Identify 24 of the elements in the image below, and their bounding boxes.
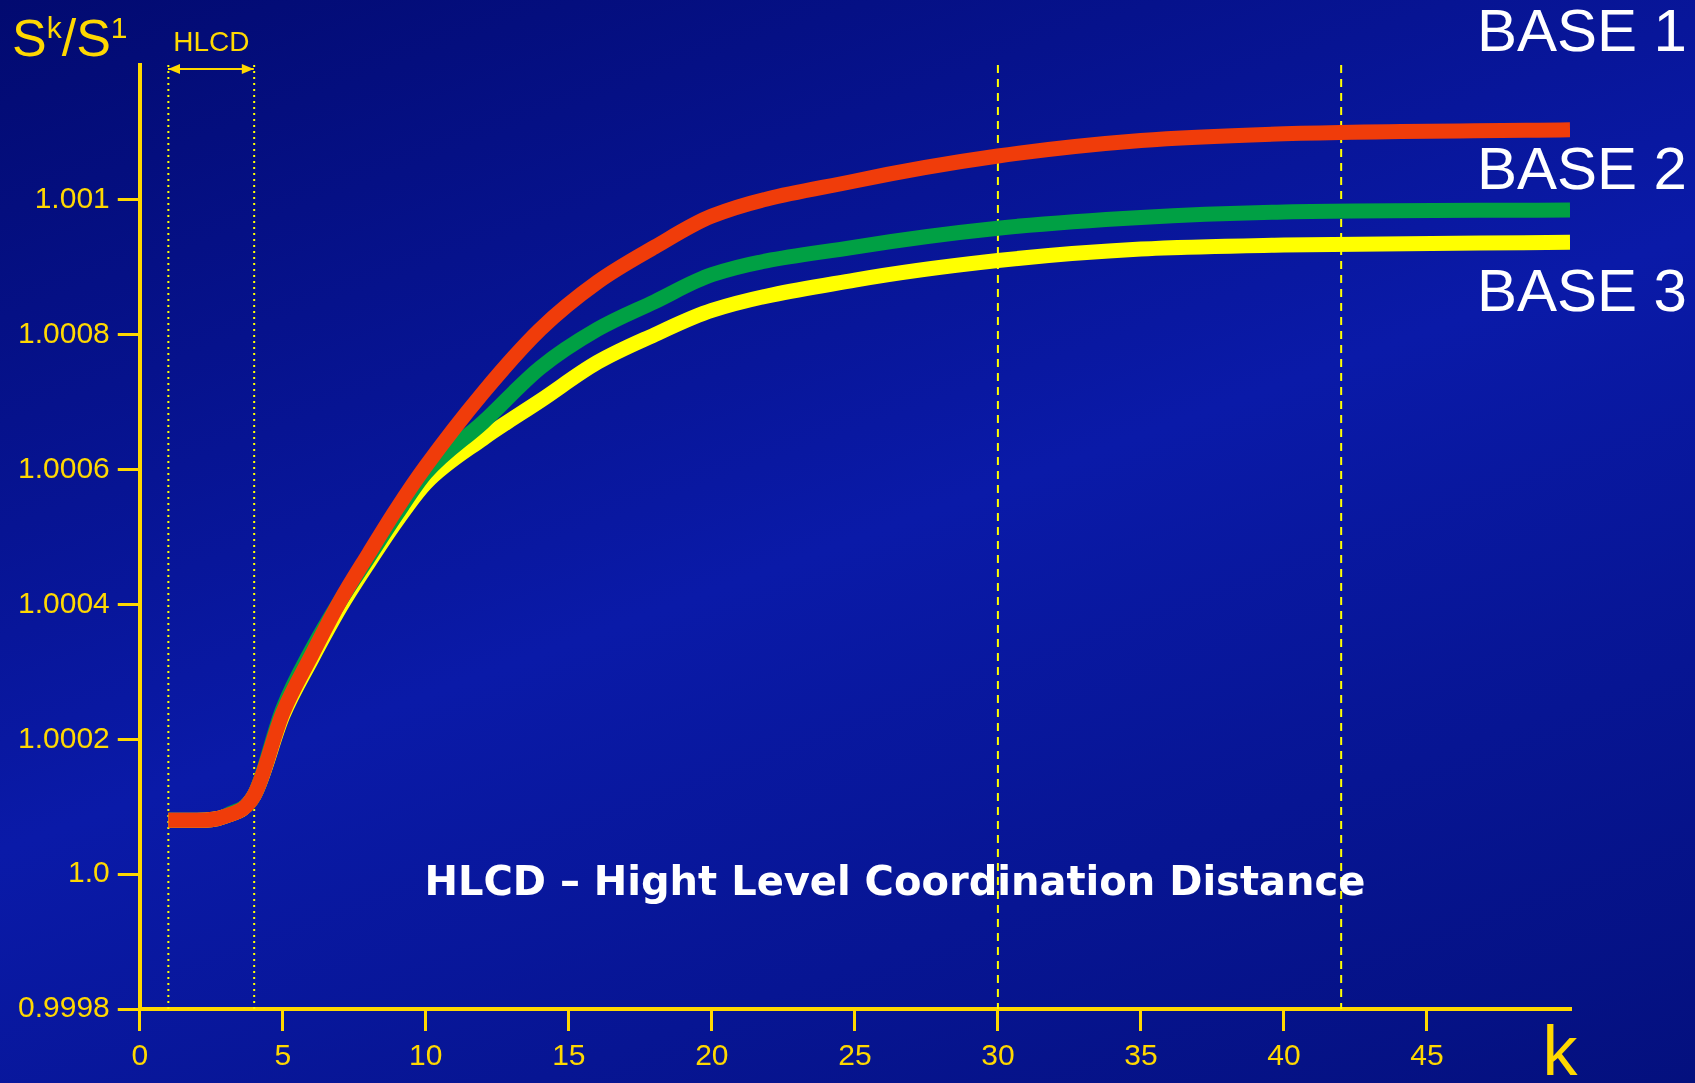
x-tick-label: 15 bbox=[552, 1038, 586, 1072]
series-label: BASE 3 bbox=[1476, 256, 1687, 324]
annotation: HLCD – Hight Level Coordination Distance bbox=[424, 857, 1366, 904]
y-tick-label: 1.0006 bbox=[17, 450, 110, 484]
x-tick-label: 5 bbox=[274, 1038, 292, 1072]
series-label: BASE 1 bbox=[1476, 0, 1687, 65]
x-tick-label: 0 bbox=[131, 1038, 149, 1072]
x-axis-title: k bbox=[1542, 1012, 1579, 1083]
y-tick-label: 1.0002 bbox=[17, 720, 110, 754]
y-axis-title: S$^{k}$/S$^{1}$ bbox=[12, 8, 128, 68]
x-tick-label: 10 bbox=[409, 1038, 443, 1072]
y-tick-label: 1.0 bbox=[68, 855, 110, 889]
x-tick-label: 25 bbox=[838, 1038, 872, 1072]
y-tick-label: 1.0004 bbox=[17, 585, 110, 619]
x-tick-label: 40 bbox=[1267, 1038, 1301, 1072]
x-tick-label: 35 bbox=[1124, 1038, 1158, 1072]
text: HLCD bbox=[173, 25, 250, 57]
x-tick-label: 45 bbox=[1410, 1038, 1444, 1072]
y-tick-label: 0.9998 bbox=[17, 990, 110, 1024]
x-tick-label: 20 bbox=[695, 1038, 729, 1072]
x-tick-label: 30 bbox=[981, 1038, 1015, 1072]
y-tick-label: 1.001 bbox=[34, 181, 110, 215]
y-tick-label: 1.0008 bbox=[17, 315, 110, 349]
series-label: BASE 2 bbox=[1476, 134, 1687, 202]
